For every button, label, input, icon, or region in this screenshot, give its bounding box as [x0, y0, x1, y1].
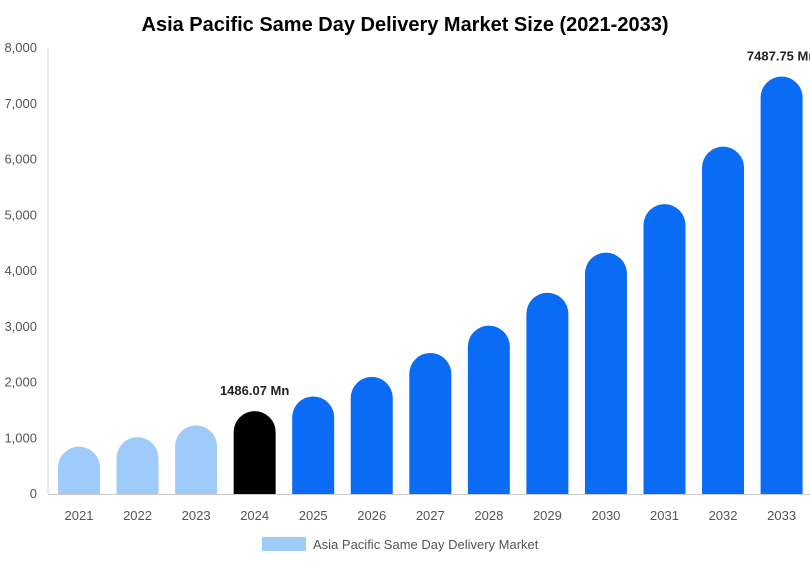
- bar-2025[interactable]: [292, 396, 335, 494]
- x-tick-label: 2032: [709, 508, 738, 523]
- y-tick-label: 4,000: [4, 263, 37, 278]
- y-tick-label: 2,000: [4, 375, 37, 390]
- x-tick-label: 2024: [240, 508, 269, 523]
- y-tick-label: 8,000: [4, 40, 37, 55]
- legend[interactable]: Asia Pacific Same Day Delivery Market: [262, 537, 539, 552]
- x-tick-label: 2021: [65, 508, 94, 523]
- data-labels-group: 1486.07 Mn 7487.75 Mn: [220, 49, 810, 399]
- bar-2026[interactable]: [350, 376, 393, 494]
- x-tick-label: 2029: [533, 508, 562, 523]
- legend-swatch: [262, 537, 306, 551]
- bar-2030[interactable]: [584, 252, 627, 494]
- bar-2021[interactable]: [58, 446, 100, 494]
- x-tick-label: 2023: [182, 508, 211, 523]
- x-tick-label: 2022: [123, 508, 152, 523]
- x-tick-label: 2026: [357, 508, 386, 523]
- y-tick-label: 7,000: [4, 96, 37, 111]
- x-tick-label: 2031: [650, 508, 679, 523]
- bar-2023[interactable]: [175, 425, 218, 494]
- bar-2027[interactable]: [409, 352, 452, 494]
- x-tick-label: 2030: [591, 508, 620, 523]
- bars-group: [58, 76, 803, 495]
- y-tick-label: 5,000: [4, 207, 37, 222]
- x-tick-label: 2027: [416, 508, 445, 523]
- x-axis: 2021 2022 2023 2024 2025 2026 2027 2028 2029 2030…: [48, 494, 810, 523]
- data-label-2024: 1486.07 Mn: [220, 383, 289, 398]
- bar-2022[interactable]: [116, 437, 159, 494]
- y-tick-label: 1,000: [4, 430, 37, 445]
- y-axis: 0 1,000 2,000 3,000 4,000 5,000 6,000 7,000 8,00…: [4, 40, 49, 501]
- bar-2028[interactable]: [467, 325, 510, 494]
- legend-label: Asia Pacific Same Day Delivery Market: [313, 537, 539, 552]
- chart-title: Asia Pacific Same Day Delivery Market Si…: [142, 14, 669, 36]
- bar-2031[interactable]: [643, 204, 686, 494]
- y-tick-label: 6,000: [4, 152, 37, 167]
- data-label-2033: 7487.75 Mn: [747, 49, 810, 64]
- x-tick-label: 2025: [299, 508, 328, 523]
- x-tick-label: 2033: [767, 508, 796, 523]
- x-tick-label: 2028: [474, 508, 503, 523]
- bar-2032[interactable]: [702, 146, 745, 495]
- y-tick-label: 0: [30, 486, 37, 501]
- bar-2024[interactable]: [233, 411, 276, 494]
- bar-2029[interactable]: [526, 292, 569, 494]
- y-tick-label: 3,000: [4, 319, 37, 334]
- bar-2033[interactable]: [760, 76, 803, 495]
